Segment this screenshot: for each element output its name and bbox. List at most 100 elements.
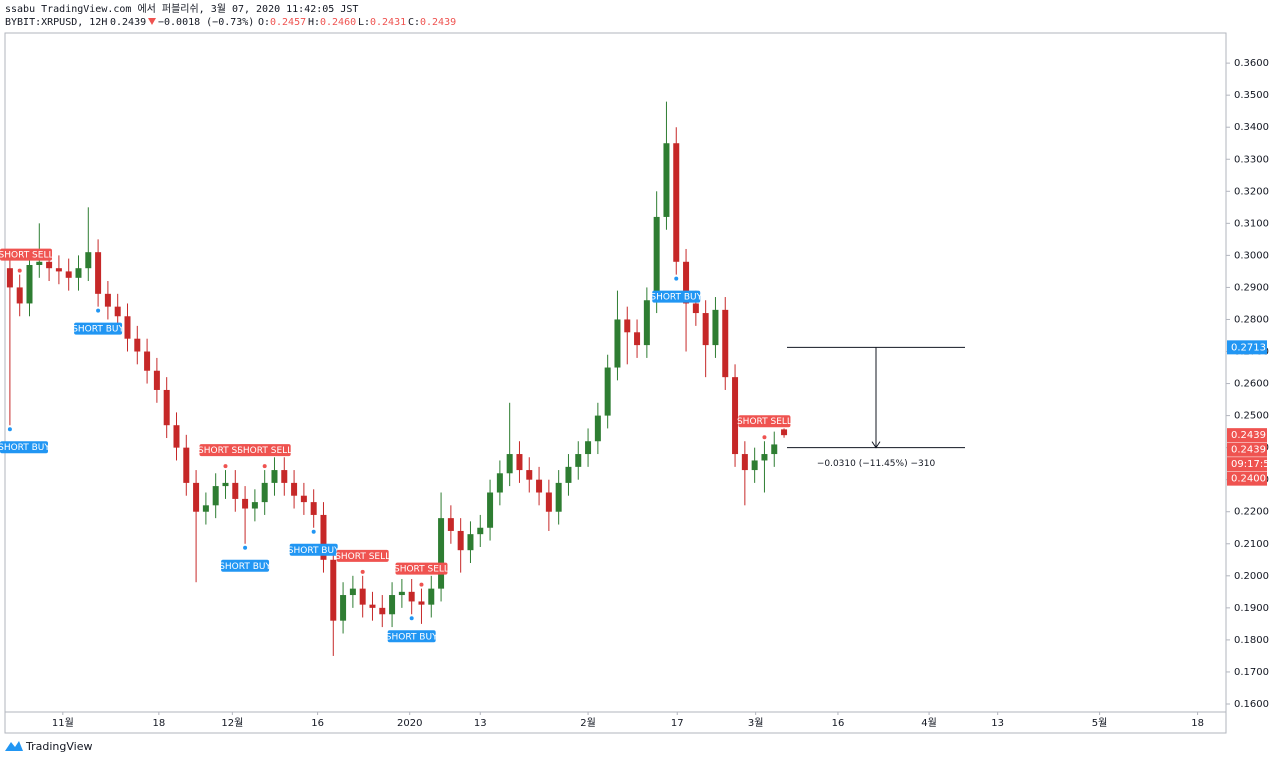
price-tag-label: 0.2439 [1231,445,1266,456]
candle-body [634,332,641,346]
candle-body [281,470,288,483]
y-tick-label: 0.1800 [1234,635,1269,646]
c-value: 0.2439 [420,17,456,28]
signal-marker [762,435,767,440]
y-tick-label: 0.3400 [1234,122,1269,133]
candle-body [594,415,601,442]
candle-body [408,591,415,602]
candle-body [673,143,680,262]
candle-body [85,252,92,269]
candle-body [653,216,660,301]
candle-body [36,261,43,265]
candle-body [310,502,317,515]
price-tag [1227,457,1267,472]
candle-body [202,505,209,512]
x-tick-label: 2월 [580,717,596,729]
y-tick-label: 0.2900 [1234,282,1269,293]
candle-body [565,466,572,483]
signal-box [74,322,123,335]
y-tick-label: 0.3100 [1234,218,1269,229]
candle-body [555,482,562,512]
candle-body [692,303,699,314]
candle-body [349,588,356,596]
candle-body [193,482,200,512]
candle-body [95,252,102,294]
price-tag [1227,442,1267,457]
signal-box [738,415,791,428]
measure-label: −0.0310 (−11.45%) −310 [817,459,936,469]
change: −0.0018 (−0.73%) [158,17,254,28]
signal-marker [7,427,12,432]
x-tick-label: 16 [832,718,845,729]
x-tick-label: 17 [671,718,684,729]
signal-label: SHORT BUY [0,443,50,453]
x-tick-label: 2020 [397,718,422,729]
x-tick-label: 12월 [221,717,243,729]
price-tag [1227,340,1267,355]
x-tick-label: 18 [152,718,165,729]
y-tick-label: 0.2100 [1234,539,1269,550]
candle-body [516,454,523,471]
price-tag [1227,428,1267,443]
candle-body [477,527,484,535]
candle-body [732,377,739,455]
signal-label: SHORT SELL [737,417,792,427]
candle-body [575,454,582,467]
candle-body [144,351,151,371]
y-tick-label: 0.3600 [1234,58,1269,69]
candle-body [487,492,494,528]
candle-body [340,595,347,621]
candle-body [624,319,631,333]
x-tick-label: 3월 [748,717,764,729]
candle-body [447,518,454,531]
candle-body [467,534,474,551]
x-tick-label: 13 [474,718,487,729]
candle-body [545,492,552,512]
y-tick-label: 0.2500 [1234,411,1269,422]
signal-label: SHORT SELL [237,446,292,456]
candle-body [163,389,170,426]
y-tick-label: 0.2600 [1234,379,1269,390]
o-label: O: [258,17,270,28]
signal-box [395,562,448,575]
symbol: BYBIT:XRPUSD, 12H [5,17,107,28]
signal-box [652,290,701,303]
signal-marker [674,276,679,281]
candle-body [153,370,160,390]
h-label: H: [308,17,320,28]
candle-body [251,502,258,509]
x-tick-label: 5월 [1092,717,1108,729]
signal-marker [360,569,365,574]
x-tick-label: 16 [311,718,324,729]
candle-body [722,309,729,378]
down-arrow [148,18,156,25]
signal-label: SHORT BUY [72,325,124,335]
y-tick-label: 0.1600 [1234,699,1269,710]
signal-box [199,444,252,457]
signal-box [238,444,291,457]
price-tag [1227,471,1267,486]
price-tag-label: 0.2439 [1231,430,1266,441]
publisher: ssabu TradingView.com 에서 퍼블리쉬, 3월 07, 20… [5,3,358,15]
candle-body [496,473,503,493]
candle-body [212,486,219,506]
candle-body [6,268,13,288]
signal-marker [17,268,22,273]
c-label: C: [408,17,420,28]
candle-body [320,514,327,560]
candle-body [428,588,435,605]
candle-body [124,316,131,339]
y-tick-label: 0.2000 [1234,571,1269,582]
time-axis-frame [4,711,1227,734]
x-tick-label: 11월 [52,717,74,729]
signal-box [0,441,48,454]
candle-body [751,460,758,471]
candle-body [389,595,396,615]
candle-body [65,271,72,278]
signal-label: SHORT SELL [394,565,449,575]
y-tick-label: 0.3300 [1234,154,1269,165]
candle-body [114,306,121,317]
y-tick-label: 0.3000 [1234,250,1269,261]
signal-marker [223,464,228,469]
